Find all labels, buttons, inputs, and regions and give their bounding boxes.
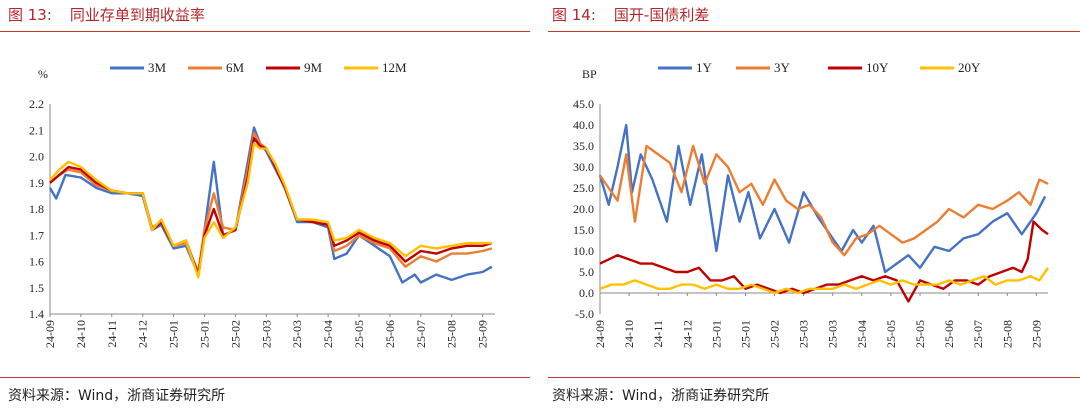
chart1-y-tick-label: 15.0: [573, 223, 594, 237]
chart0-series-3m-line: [48, 126, 493, 284]
chart1-x-tick-label: 25-01: [738, 320, 752, 348]
left-source-note: 资料来源：Wind，浙商证券研究所: [8, 388, 226, 404]
chart0-series-12m-line: [49, 142, 492, 279]
chart1-legend-label-20y: 20Y: [958, 60, 981, 75]
chart1-y-tick-label: 35.0: [573, 139, 594, 153]
chart0-y-tick-label: 1.9: [29, 176, 44, 190]
chart0-y-tick-label: 1.5: [29, 281, 44, 295]
chart1-x-tick-label: 25-02: [768, 320, 782, 348]
chart1-legend-label-3y: 3Y: [774, 60, 791, 75]
chart1-y-tick-label: 25.0: [573, 181, 594, 195]
chart1-x-tick-label: 24-11: [651, 320, 665, 348]
chart0-x-tick-label: 25-06: [383, 320, 397, 348]
chart0-y-tick-label: 1.8: [29, 202, 44, 216]
chart0-x-tick-label: 25-02: [228, 320, 242, 348]
chart0-x-tick-label: 24-11: [105, 320, 119, 348]
chart1-y-tick-label: -5.0: [575, 307, 594, 321]
chart1-y-tick-label: 30.0: [573, 160, 594, 174]
chart1-series-10y-line: [599, 220, 1049, 303]
chart0-x-tick-label: 25-03: [290, 320, 304, 348]
left-source-rule: [0, 377, 530, 378]
chart1-x-tick-label: 25-01: [709, 320, 723, 348]
right-source-note: 资料来源：Wind，浙商证券研究所: [552, 388, 770, 404]
chart1-series-1y-line: [598, 123, 1047, 274]
chart1-x-tick-label: 25-04: [855, 320, 869, 348]
chart1-x-tick-label: 25-05: [884, 320, 898, 348]
chart1-y-tick-label: 5.0: [579, 265, 594, 279]
chart0-x-tick-label: 24-12: [136, 320, 150, 348]
chart0-x-tick-label: 25-09: [476, 320, 490, 348]
left-figure-number: 图 13:: [8, 6, 52, 24]
chart0-y-tick-label: 2.1: [29, 123, 44, 137]
chart0-x-tick-label: 25-04: [321, 320, 335, 348]
chart1-x-tick-label: 24-12: [680, 320, 694, 348]
left-figure-title-text: 同业存单到期收益率: [69, 6, 205, 24]
chart1-x-tick-label: 25-03: [797, 320, 811, 348]
chart0-legend-label-6m: 6M: [226, 60, 245, 75]
chart1-x-tick-label: 25-07: [971, 320, 985, 348]
chart0-x-tick-label: 25-07: [414, 320, 428, 348]
chart0-y-tick-label: 1.4: [29, 307, 44, 321]
chart0-y-tick-label: 2.2: [29, 97, 44, 111]
right-title-rule: [548, 31, 1080, 32]
chart0-x-tick-label: 24-10: [74, 320, 88, 348]
chart0-x-tick-label: 25-05: [352, 320, 366, 348]
chart0-legend-label-12m: 12M: [382, 60, 407, 75]
chart1-x-tick-label: 25-03: [826, 320, 840, 348]
right-spread-chart: BP -5.0 0.0 5.0 10.0 15.0 20.0 25.0 30.0 35.0 40.0…: [573, 60, 1049, 348]
chart1-y-tick-label: 0.0: [579, 286, 594, 300]
chart1-series-20y-line: [599, 267, 1049, 295]
right-figure-number: 图 14:: [552, 6, 596, 24]
chart1-y-tick-label: 40.0: [573, 118, 594, 132]
chart0-y-unit: %: [38, 67, 48, 81]
chart0-x-tick-label: 25-03: [259, 320, 273, 348]
chart0-x-tick-label: 25-08: [445, 320, 459, 348]
chart1-y-tick-label: 10.0: [573, 244, 594, 258]
chart1-x-tick-label: 25-08: [1000, 320, 1014, 348]
chart0-y-tick-label: 1.7: [29, 228, 44, 242]
right-figure-title-text: 国开-国债利差: [613, 6, 710, 24]
left-yield-chart: % 1.4 1.5 1.6 1.7 1.8 1.9 2.0 2.1 2.2 24-09 24-10 24…: [29, 60, 495, 348]
chart0-x-tick-label: 25-01: [167, 320, 181, 348]
chart1-legend-label-10y: 10Y: [866, 60, 889, 75]
right-figure-title: 图 14: 国开-国债利差: [552, 4, 709, 25]
chart1-y-unit: BP: [582, 67, 597, 81]
chart1-legend-label-1y: 1Y: [696, 60, 713, 75]
chart1-y-tick-label: 20.0: [573, 202, 594, 216]
left-figure-title: 图 13: 同业存单到期收益率: [8, 4, 205, 25]
chart1-x-tick-label: 25-09: [1029, 320, 1043, 348]
chart0-legend-label-3m: 3M: [148, 60, 167, 75]
chart0-x-tick-label: 24-09: [43, 320, 57, 348]
chart1-x-tick-label: 24-09: [593, 320, 607, 348]
chart0-x-tick-label: 25-01: [198, 320, 212, 348]
chart0-y-tick-label: 1.6: [29, 255, 44, 269]
right-source-rule: [548, 377, 1080, 378]
chart1-y-tick-label: 45.0: [573, 97, 594, 111]
chart1-series-3y-line: [599, 144, 1049, 257]
left-title-rule: [0, 31, 530, 32]
chart1-x-tick-label: 25-05: [913, 320, 927, 348]
chart0-y-tick-label: 2.0: [29, 150, 44, 164]
chart0-legend-label-9m: 9M: [304, 60, 323, 75]
chart1-x-tick-label: 24-10: [622, 320, 636, 348]
chart1-x-tick-label: 25-06: [942, 320, 956, 348]
